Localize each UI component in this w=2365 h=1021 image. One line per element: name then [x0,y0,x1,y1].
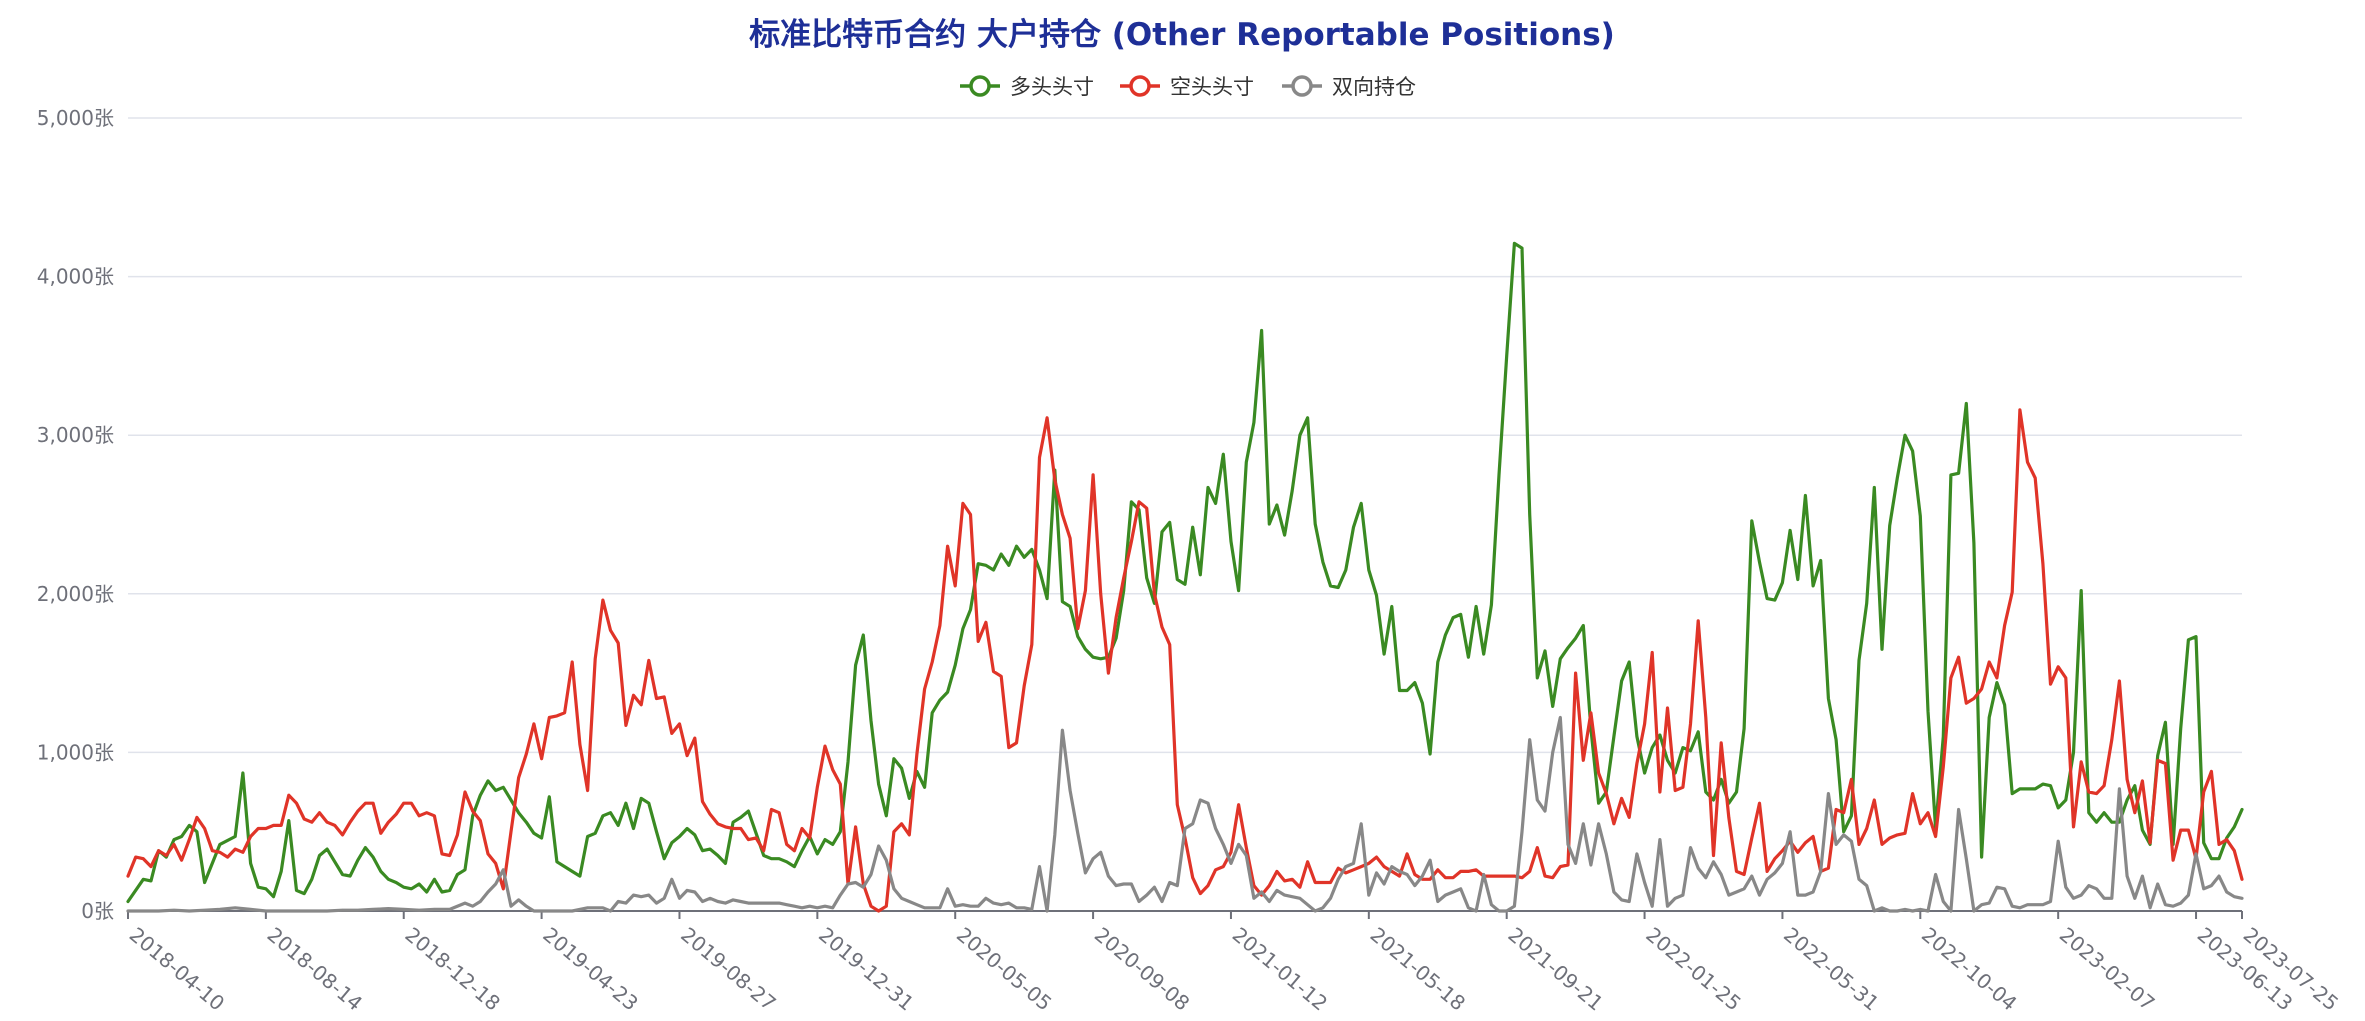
legend: 多头头寸 空头头寸 双向持仓 [960,75,1416,99]
x-tick-label: 2018-08-14 [263,922,367,1015]
y-tick-label: 4,000张 [37,265,114,289]
series-line-0 [126,241,2244,904]
legend-label: 多头头寸 [1010,75,1094,99]
y-tick-label: 3,000张 [37,423,114,447]
x-tick-label: 2020-09-08 [1090,922,1194,1015]
x-tick-label: 2019-04-23 [538,922,642,1015]
series-lines [126,241,2244,913]
x-tick-label: 2020-05-05 [952,922,1056,1015]
x-tick-label: 2022-01-25 [1641,922,1745,1015]
y-tick-label: 5,000张 [37,106,114,130]
legend-item-1[interactable]: 空头头寸 [1120,75,1254,99]
legend-marker-icon [1291,75,1313,97]
legend-item-2[interactable]: 双向持仓 [1282,75,1416,99]
x-tick-label: 2018-04-10 [125,922,229,1015]
x-tick-label: 2021-01-12 [1228,922,1332,1015]
legend-label: 空头头寸 [1170,75,1254,99]
legend-item-0[interactable]: 多头头寸 [960,75,1094,99]
x-tick-label: 2022-05-31 [1779,922,1883,1015]
x-tick-label: 2018-12-18 [401,922,505,1015]
x-tick-label: 2021-09-21 [1503,922,1607,1015]
y-tick-label: 0张 [81,899,114,923]
y-axis: 0张 1,000张 2,000张 3,000张 4,000张 5,000张 [37,106,114,923]
x-tick-label: 2022-10-04 [1917,922,2021,1015]
grid-lines [128,117,2242,912]
x-tick-label: 2021-05-18 [1366,922,1470,1015]
chart-title: 标准比特币合约 大户持仓 (Other Reportable Positions… [749,17,1615,53]
legend-marker-icon [1129,75,1151,97]
legend-label: 双向持仓 [1332,75,1416,99]
x-tick-label: 2019-08-27 [676,922,780,1015]
y-tick-label: 1,000张 [37,740,114,764]
x-tick-label: 2023-02-07 [2055,922,2159,1015]
y-tick-label: 2,000张 [37,582,114,606]
legend-marker-icon [969,75,991,97]
x-axis: 2018-04-10 2018-08-14 2018-12-18 2019-04-23… [125,910,2343,1016]
x-tick-label: 2019-12-31 [814,922,918,1015]
series-line-2 [126,715,2244,913]
